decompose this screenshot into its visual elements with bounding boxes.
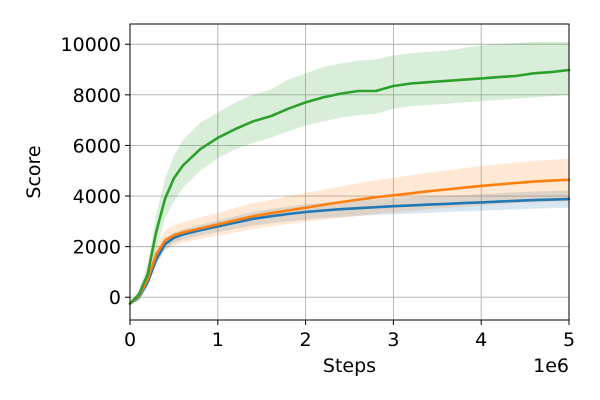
x-axis-label: Steps bbox=[323, 355, 376, 377]
series-2-line bbox=[128, 68, 571, 305]
series-1-band bbox=[130, 158, 569, 305]
confidence-bands bbox=[130, 41, 569, 305]
y-tick-label-1: 2000 bbox=[73, 237, 121, 259]
y-tick-label-3: 6000 bbox=[73, 135, 121, 157]
x-axis-offset-label: 1e6 bbox=[533, 355, 569, 377]
y-tick-label-0: 0 bbox=[109, 287, 121, 309]
x-tick-label-1: 1 bbox=[212, 329, 224, 351]
y-tick-label-4: 8000 bbox=[73, 85, 121, 107]
axes-frame bbox=[129, 23, 570, 321]
series-1-line bbox=[128, 178, 571, 305]
series-0-line bbox=[128, 197, 571, 305]
x-tick-label-4: 4 bbox=[475, 329, 487, 351]
series-lines bbox=[128, 68, 571, 305]
x-tick-label-5: 5 bbox=[563, 329, 575, 351]
series-2-band bbox=[130, 41, 569, 305]
y-tick-label-5: 10000 bbox=[61, 34, 121, 56]
y-tick-label-2: 4000 bbox=[73, 186, 121, 208]
x-tick-label-3: 3 bbox=[387, 329, 399, 351]
x-tick-label-0: 0 bbox=[124, 329, 136, 351]
ticks: 0 1 2 3 4 5 0 2000 4000 6000 8000 10000 bbox=[61, 34, 576, 351]
x-tick-label-2: 2 bbox=[300, 329, 312, 351]
y-axis-label: Score bbox=[23, 145, 45, 198]
